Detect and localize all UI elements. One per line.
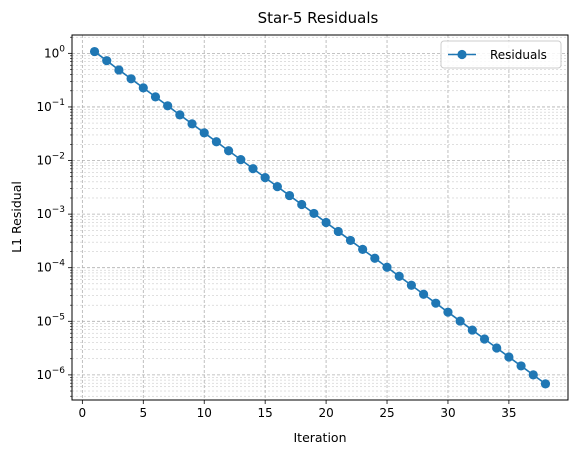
data-point bbox=[163, 101, 172, 110]
y-axis-label: L1 Residual bbox=[9, 181, 24, 253]
data-point bbox=[187, 119, 196, 128]
data-point bbox=[456, 316, 465, 325]
data-point bbox=[480, 334, 489, 343]
x-tick-label: 25 bbox=[379, 406, 394, 420]
data-point bbox=[114, 65, 123, 74]
legend: Residuals bbox=[441, 41, 561, 68]
data-point bbox=[492, 343, 501, 352]
data-point bbox=[297, 200, 306, 209]
data-point bbox=[102, 56, 111, 65]
x-tick-label: 5 bbox=[139, 406, 147, 420]
data-point bbox=[285, 191, 294, 200]
data-point bbox=[516, 361, 525, 370]
data-point bbox=[504, 352, 513, 361]
data-point bbox=[395, 272, 404, 281]
y-tick-label: 10−1 bbox=[36, 98, 65, 114]
data-point bbox=[261, 173, 270, 182]
x-tick-label: 10 bbox=[197, 406, 212, 420]
data-point bbox=[358, 245, 367, 254]
x-tick-label: 15 bbox=[258, 406, 273, 420]
data-point bbox=[419, 290, 428, 299]
y-tick-label: 10−4 bbox=[36, 259, 65, 275]
chart-title: Star-5 Residuals bbox=[258, 9, 379, 27]
y-tick-label: 10−3 bbox=[36, 205, 65, 221]
data-point bbox=[431, 299, 440, 308]
data-point bbox=[127, 74, 136, 83]
data-point bbox=[382, 263, 391, 272]
x-tick-label: 20 bbox=[318, 406, 333, 420]
data-point bbox=[90, 47, 99, 56]
y-tick-label: 10−6 bbox=[36, 366, 65, 382]
y-axis-ticks: 10−6 10−5 10−4 10−3 10−2 10−1 100 bbox=[36, 37, 72, 396]
data-point bbox=[175, 110, 184, 119]
y-tick-label: 10−2 bbox=[36, 152, 65, 168]
data-point bbox=[443, 308, 452, 317]
data-point bbox=[224, 146, 233, 155]
x-axis-ticks: 0 5 10 15 20 25 30 35 bbox=[79, 400, 517, 420]
data-point bbox=[468, 325, 477, 334]
data-point bbox=[407, 281, 416, 290]
legend-marker bbox=[457, 50, 466, 59]
data-point bbox=[139, 83, 148, 92]
data-point bbox=[248, 164, 257, 173]
data-point bbox=[334, 227, 343, 236]
series-line bbox=[95, 52, 546, 384]
legend-label: Residuals bbox=[490, 48, 547, 62]
data-point bbox=[529, 370, 538, 379]
x-axis-label: Iteration bbox=[293, 430, 346, 445]
x-tick-label: 0 bbox=[79, 406, 87, 420]
data-point bbox=[273, 182, 282, 191]
y-tick-label: 100 bbox=[44, 44, 65, 60]
data-point bbox=[321, 218, 330, 227]
data-point bbox=[151, 92, 160, 101]
x-tick-label: 35 bbox=[501, 406, 516, 420]
x-tick-label: 30 bbox=[440, 406, 455, 420]
data-point bbox=[309, 209, 318, 218]
data-point bbox=[200, 128, 209, 137]
data-point bbox=[541, 379, 550, 388]
data-point bbox=[346, 236, 355, 245]
y-tick-label: 10−5 bbox=[36, 312, 65, 328]
data-point bbox=[212, 137, 221, 146]
data-point bbox=[370, 254, 379, 263]
data-point bbox=[236, 155, 245, 164]
